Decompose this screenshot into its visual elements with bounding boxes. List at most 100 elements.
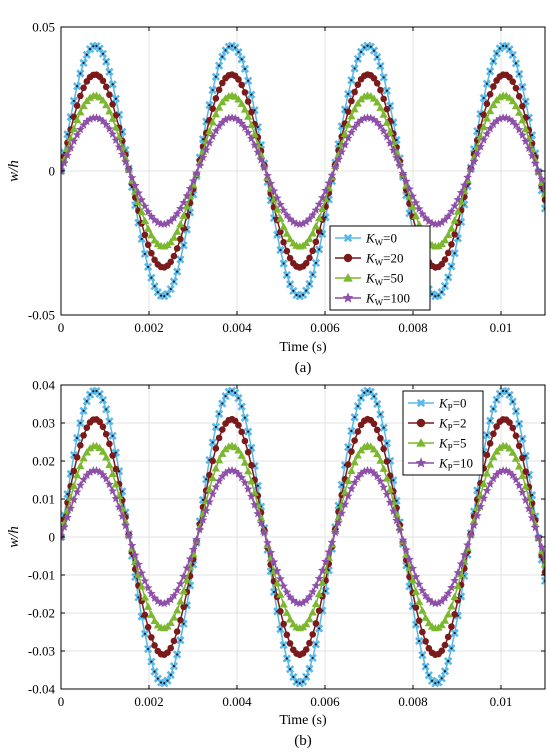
data-point [412, 604, 420, 611]
data-point [151, 256, 158, 264]
data-point [117, 511, 127, 520]
data-point [424, 619, 433, 627]
data-point [382, 118, 392, 126]
data-point-dot [169, 287, 172, 291]
data-point-dot [143, 252, 146, 255]
data-point [182, 202, 191, 210]
data-point [382, 132, 392, 141]
data-point-dot [521, 437, 524, 440]
data-point [305, 234, 314, 243]
data-point [486, 440, 494, 447]
data-point [527, 151, 537, 160]
data-point [443, 211, 453, 220]
data-point-dot [514, 410, 518, 413]
data-point [217, 471, 227, 481]
data-point [440, 215, 450, 224]
legend-marker [342, 292, 354, 303]
data-point [238, 428, 245, 436]
data-point-dot [492, 60, 495, 63]
data-point [176, 579, 185, 588]
data-point [344, 120, 353, 128]
data-point-dot [382, 76, 385, 79]
data-point-dot [482, 96, 485, 100]
data-point [347, 127, 356, 137]
data-point [218, 98, 227, 106]
data-point-dot [476, 489, 479, 492]
data-point-dot [153, 285, 156, 288]
data-point-dot [214, 425, 217, 429]
data-point-dot [324, 589, 327, 593]
data-point [479, 135, 489, 144]
data-point [77, 442, 84, 449]
data-point-dot [440, 290, 443, 294]
data-point-dot [169, 673, 172, 676]
data-point-dot [218, 412, 221, 416]
data-point [244, 448, 252, 456]
data-point-dot [379, 64, 382, 68]
data-point-dot [237, 51, 240, 54]
data-point [505, 444, 514, 452]
data-point [479, 493, 489, 502]
data-point [385, 138, 395, 147]
data-point-dot [237, 397, 240, 400]
data-point [515, 462, 524, 470]
data-point [379, 464, 388, 472]
data-point [140, 201, 150, 210]
data-point [69, 124, 79, 132]
data-point [311, 205, 321, 214]
data-point [392, 153, 401, 162]
data-point [241, 437, 249, 445]
data-point [314, 214, 324, 222]
data-point-dot [240, 405, 243, 408]
data-point [237, 451, 246, 459]
data-point-dot [176, 653, 179, 656]
data-point [285, 235, 295, 243]
data-point [173, 606, 182, 614]
data-point-dot [159, 681, 163, 684]
data-point [515, 93, 523, 100]
data-point [414, 204, 424, 213]
data-point [486, 91, 494, 98]
data-point [247, 120, 256, 129]
data-point [421, 591, 430, 600]
data-point-dot [79, 72, 82, 75]
data-point-dot [430, 679, 434, 682]
data-point [106, 440, 113, 448]
data-point [272, 566, 282, 575]
data-point-dot [372, 395, 376, 398]
data-point [98, 470, 108, 479]
data-point [69, 136, 79, 145]
data-point [111, 494, 121, 503]
data-point [277, 607, 284, 615]
data-point [73, 102, 81, 110]
legend-marker [416, 438, 426, 447]
data-point [541, 196, 545, 204]
data-point [180, 603, 187, 611]
data-point [318, 578, 327, 586]
legend-value: =100 [383, 291, 410, 306]
data-point [301, 217, 311, 226]
series-star [61, 465, 545, 608]
data-point [195, 160, 205, 169]
data-point [395, 525, 405, 534]
data-point-dot [485, 82, 489, 85]
data-point [221, 468, 230, 477]
legend-label: KW=50 [365, 271, 404, 288]
data-point [112, 112, 120, 119]
data-point [134, 559, 143, 569]
data-point [182, 563, 192, 572]
data-point-dot [511, 53, 514, 57]
data-point [302, 646, 310, 653]
data-point [450, 592, 459, 600]
series-star [61, 113, 545, 228]
data-point [235, 421, 242, 429]
data-point [314, 199, 324, 209]
data-point-dot [285, 273, 288, 277]
data-point [317, 565, 327, 575]
data-point [83, 424, 91, 431]
data-point [508, 470, 518, 480]
data-point-dot [427, 674, 430, 677]
data-point-dot [392, 479, 395, 482]
data-point [117, 149, 127, 159]
y-tick-label: 0.02 [32, 454, 55, 469]
